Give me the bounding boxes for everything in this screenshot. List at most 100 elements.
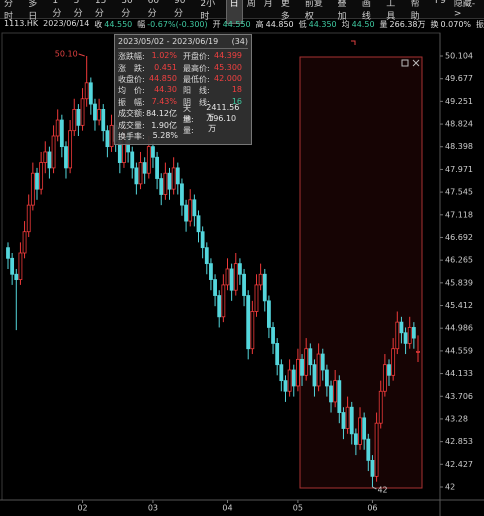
max-leader [78, 53, 85, 57]
candle-body [204, 247, 209, 265]
candle-body [55, 119, 60, 137]
period-tab[interactable]: 1分 [52, 0, 62, 19]
period-tab[interactable]: 5分 [73, 0, 83, 19]
info-label: 开 [212, 20, 221, 29]
tool-tab[interactable]: 画线 [361, 0, 371, 22]
period-tab[interactable]: 分时 [4, 0, 14, 22]
candle-body [184, 204, 188, 222]
info-item: 低 44.350 [299, 19, 337, 31]
candle-body [308, 348, 313, 366]
candle-body [267, 300, 271, 328]
period-tabs: 分时 多日 1分 5分 15分 30分 60分 90分 2小时日周月更多 [0, 0, 301, 24]
candle-body [200, 231, 205, 249]
tooltip-label: 天 量: [183, 103, 199, 124]
candle-body [142, 162, 147, 174]
tooltip-value: 5.28% [152, 130, 178, 140]
y-tick-label: 48.398 [445, 142, 473, 151]
candle-body [324, 369, 329, 387]
tooltip-cell: 涨 跌: 0.451 [118, 63, 183, 74]
candle-body [300, 358, 304, 376]
tool-tab[interactable]: 叠加 [337, 0, 347, 22]
y-tick-label: 46.265 [445, 256, 473, 265]
info-value: 44.550 [104, 20, 133, 29]
tooltip-value: 44.850 [149, 73, 177, 83]
candle-body [101, 108, 106, 132]
selection-box [299, 56, 423, 489]
period-tab[interactable]: 周 [246, 0, 256, 9]
corner-marker [351, 40, 356, 45]
x-tick-label: 02 [77, 504, 87, 513]
range: 2023/05/02 - 2023/06/19 [118, 37, 219, 46]
tooltip-value: 42.000 [214, 73, 242, 83]
info-value: 44.850 [265, 20, 294, 29]
candle-body [72, 108, 77, 132]
y-tick-label: 43.706 [445, 392, 473, 401]
period-tab[interactable]: 更多 [280, 0, 290, 22]
min-leader [372, 486, 377, 490]
tool-tab[interactable]: 前复权 [304, 0, 323, 22]
tooltip-value: 0.451 [154, 62, 177, 72]
candle-body [416, 350, 420, 353]
period-tab[interactable]: 多日 [28, 0, 38, 22]
info-label: 幅 [137, 20, 146, 29]
candle-body [213, 279, 217, 296]
y-tick-label: 49.677 [445, 74, 473, 83]
period-tab[interactable]: 90分 [173, 0, 186, 19]
candle-body [262, 273, 267, 302]
candle-body [80, 98, 85, 126]
candle-body [109, 124, 114, 148]
tooltip-cell: 阴 线: 16 [183, 97, 248, 108]
info-label: 换 [430, 20, 439, 29]
candle-body [304, 348, 309, 376]
candle-body [84, 82, 89, 100]
y-tick-label: 46.692 [445, 233, 473, 242]
tooltip-label: 换手率: [118, 131, 145, 141]
info-item: 振1.11% [476, 19, 484, 31]
tooltip-value: 7.43% [151, 96, 177, 106]
candle-body [159, 178, 164, 195]
period-tab[interactable]: 月 [263, 0, 273, 9]
candle-body [151, 146, 155, 158]
close-icon [412, 59, 420, 67]
candle-body [366, 438, 371, 461]
tooltip-value: 196.10万 [208, 114, 237, 134]
info-item: 换 0.070% [431, 19, 472, 31]
info-item: 开 44.550 [213, 19, 251, 31]
tooltip-value: 1.90亿 [151, 120, 177, 130]
period-tab[interactable]: 30分 [121, 0, 133, 19]
period-tab[interactable]: 2小时 [200, 0, 216, 22]
tooltip-cell: 最高价: 45.300 [183, 63, 248, 74]
y-tick-label: 45.412 [445, 301, 473, 310]
info-label: 均 [341, 20, 350, 29]
candle-body [225, 268, 230, 286]
x-tick-label: 04 [222, 504, 232, 513]
period-tab[interactable]: 日 [225, 0, 243, 24]
candle-body [271, 327, 275, 344]
tool-tab[interactable]: 隐藏-> [453, 0, 476, 19]
period-tab[interactable]: 60分 [147, 0, 160, 19]
period-tab[interactable]: 15分 [94, 0, 107, 19]
tooltip-cell: 振 幅: 7.43% [118, 97, 183, 108]
candle-body [254, 284, 259, 312]
tool-tab[interactable]: F9 [434, 0, 446, 6]
candle-body [378, 390, 383, 424]
info-item: 幅 -0.67%(-0.300) [137, 19, 207, 31]
y-tick-label: 44.559 [445, 346, 473, 355]
tooltip-row: 成交量: 1.90亿地 量: 196.10万 [118, 114, 248, 135]
tooltip-label: 阳 线: [183, 86, 210, 96]
candle-body [14, 273, 19, 280]
y-tick-label: 50.104 [445, 52, 473, 61]
candle-body [35, 172, 39, 190]
y-tick-label: 42.853 [445, 437, 473, 446]
tooltip-cell: 地 量: 196.10万 [183, 114, 248, 136]
candle-body [312, 364, 317, 387]
info-value: -0.67%(-0.300) [147, 20, 208, 29]
tooltip-cell: 最低价: 42.000 [183, 74, 248, 85]
y-tick-label: 47.971 [445, 165, 473, 174]
candle-body [88, 82, 93, 105]
tooltip-row: 成交额: 84.12亿天 量: 2411.56万 [118, 103, 248, 124]
candle-body [229, 268, 234, 291]
tool-tab[interactable]: 帮助 [410, 0, 420, 22]
tool-tab[interactable]: 工具 [386, 0, 396, 22]
